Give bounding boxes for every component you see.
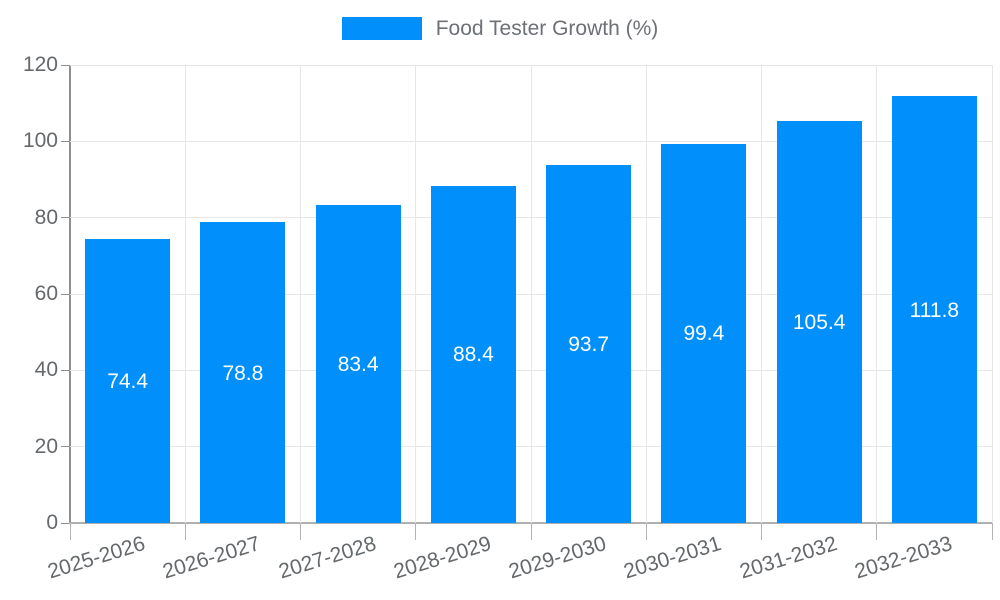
plot-area: 74.4 78.8 83.4 88.4 93.7 99.4 105.4 111.8 (61, 64, 993, 540)
gridline-vertical (530, 65, 532, 523)
gridline-vertical (761, 65, 762, 523)
x-axis-tick (415, 523, 417, 540)
x-axis-label: 2026-2027 (160, 532, 264, 584)
y-axis-tick (61, 446, 69, 448)
x-axis-tick (530, 523, 532, 540)
x-axis-label: 2031-2032 (736, 532, 840, 584)
legend: Food Tester Growth (%) (0, 17, 1000, 40)
bar[interactable] (430, 185, 516, 523)
gridline-vertical (645, 65, 647, 523)
bar[interactable] (200, 222, 286, 523)
y-axis-label: 20 (34, 434, 58, 458)
x-axis-label: 2029-2030 (506, 532, 610, 584)
x-axis-label: 2030-2031 (621, 532, 725, 584)
x-axis-tick (761, 523, 762, 540)
y-axis-tick (61, 64, 69, 66)
x-axis-tick (300, 523, 301, 540)
y-axis-label: 120 (22, 53, 58, 76)
x-axis-tick (69, 523, 71, 540)
y-axis-tick (61, 369, 69, 371)
y-axis-label: 40 (34, 358, 58, 382)
y-axis-tick (61, 217, 69, 219)
y-axis-label: 100 (22, 129, 58, 153)
bar[interactable] (85, 239, 171, 523)
bar[interactable] (776, 120, 862, 523)
gridline-vertical (300, 65, 301, 523)
y-axis-label: 80 (34, 205, 58, 229)
y-axis-label: 60 (34, 282, 58, 305)
gridline-vertical (876, 65, 878, 523)
bar[interactable] (661, 143, 747, 523)
x-axis-tick (645, 523, 647, 540)
x-axis-label: 2028-2029 (391, 532, 494, 584)
bar[interactable] (315, 204, 401, 523)
y-axis-tick (61, 522, 69, 524)
gridline-vertical (991, 65, 993, 523)
y-axis-label: 0 (46, 511, 58, 534)
y-axis-tick (61, 140, 69, 142)
x-axis-tick (184, 523, 186, 540)
gridline-vertical (184, 65, 186, 523)
x-axis-label: 2032-2033 (852, 532, 955, 584)
x-axis-label: 2025-2026 (45, 532, 149, 584)
legend-label[interactable]: Food Tester Growth (%) (435, 17, 659, 40)
gridline-vertical (415, 65, 417, 523)
y-axis-tick (61, 293, 69, 295)
bar[interactable] (546, 165, 632, 523)
x-axis-label: 2027-2028 (275, 532, 379, 584)
legend-swatch[interactable] (341, 17, 422, 40)
x-axis-tick (991, 523, 993, 540)
x-axis-tick (876, 523, 878, 540)
bar[interactable] (891, 96, 977, 523)
